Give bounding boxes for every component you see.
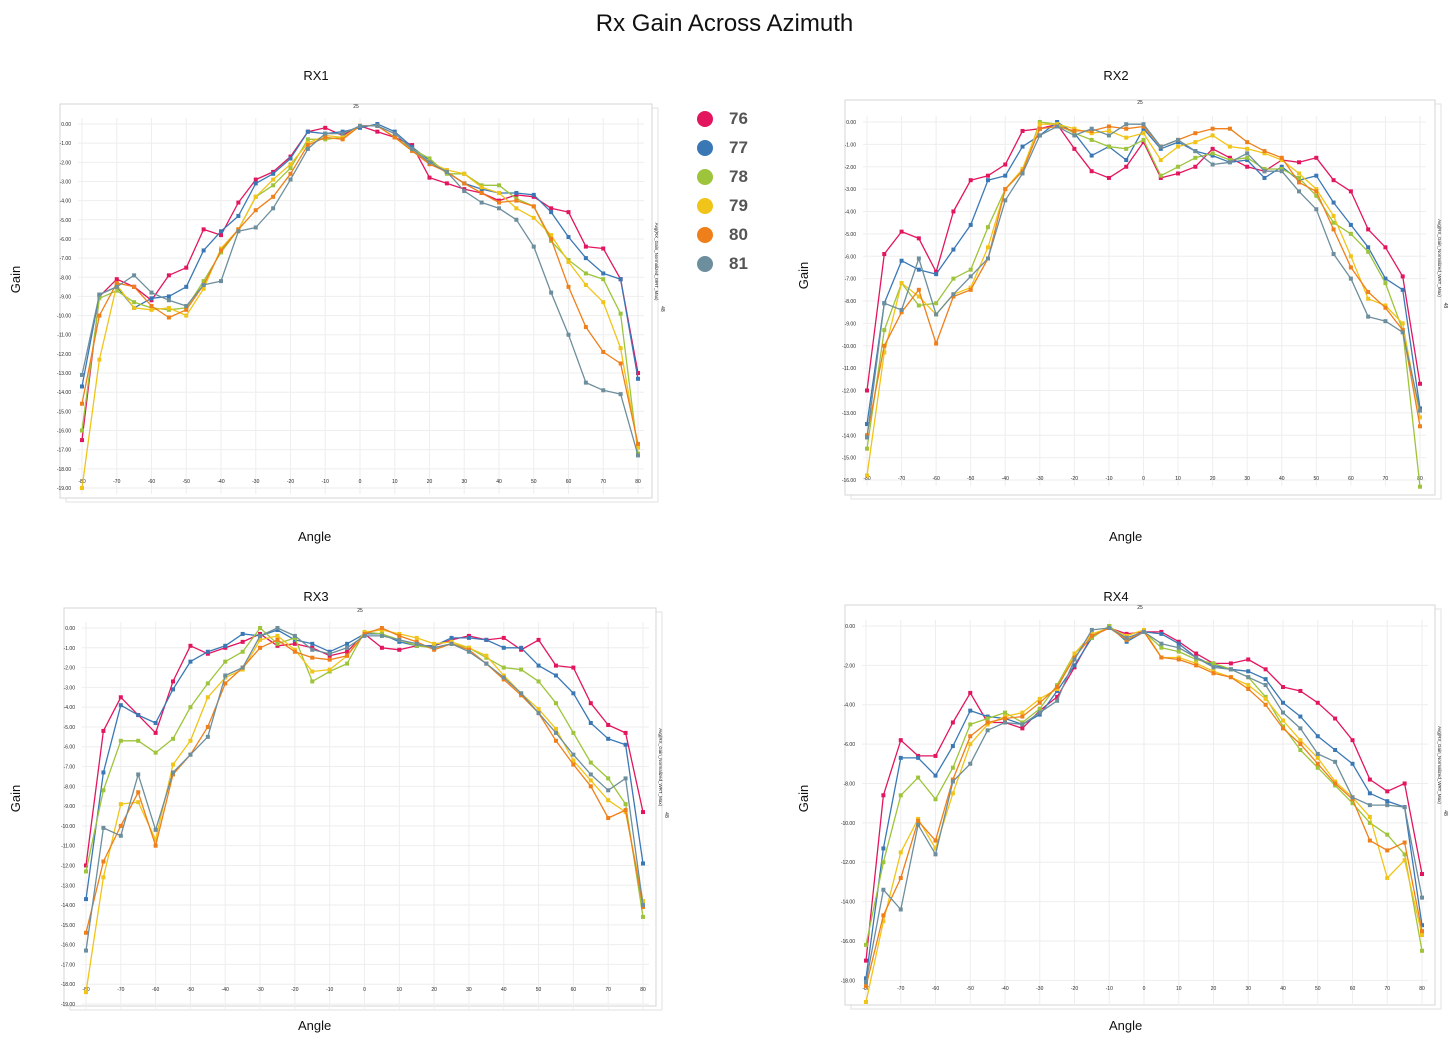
- legend-label: 79: [729, 195, 748, 215]
- y-axis-label: Gain: [8, 265, 24, 294]
- legend-label: 77: [729, 137, 748, 157]
- chart-title: RX2: [1103, 68, 1129, 83]
- chart-panel-rx4: RX4 Gain Angle: [724, 521, 1448, 1042]
- legend-item: 79: [697, 193, 748, 218]
- legend-item: 78: [697, 164, 748, 189]
- legend-label: 81: [729, 253, 748, 273]
- legend-label: 76: [729, 108, 748, 128]
- legend-swatch: [697, 139, 713, 156]
- x-axis-label: Angle: [298, 1018, 332, 1033]
- chart-title: RX3: [303, 589, 329, 604]
- x-axis-label: Angle: [298, 529, 332, 544]
- legend-swatch: [697, 226, 713, 243]
- y-axis-label: Gain: [796, 261, 812, 290]
- page-title: Rx Gain Across Azimuth: [595, 10, 854, 37]
- x-axis-label: Angle: [1109, 529, 1143, 544]
- chart-title: RX4: [1103, 589, 1129, 604]
- legend-swatch: [697, 197, 713, 214]
- legend-label: 80: [729, 224, 748, 244]
- legend-item: 77: [697, 135, 748, 160]
- legend-swatch: [697, 255, 713, 272]
- chart-panel-rx3: RX3 Gain Angle: [0, 521, 724, 1042]
- legend-item: 76: [697, 106, 748, 131]
- legend-label: 78: [729, 166, 748, 186]
- y-axis-label: Gain: [8, 784, 24, 813]
- legend-swatch: [697, 168, 713, 185]
- x-axis-label: Angle: [1109, 1018, 1143, 1033]
- legend-item: 81: [697, 251, 748, 276]
- chart-title: RX1: [303, 68, 329, 83]
- legend-item: 80: [697, 222, 748, 247]
- chart-panel-rx2: RX2 Gain Angle: [724, 0, 1448, 544]
- y-axis-label: Gain: [796, 784, 812, 813]
- chart-panel-rx1: RX1 Gain Angle: [0, 0, 724, 544]
- legend-swatch: [697, 110, 713, 127]
- legend: 76 77 78 79 80 81: [697, 106, 748, 280]
